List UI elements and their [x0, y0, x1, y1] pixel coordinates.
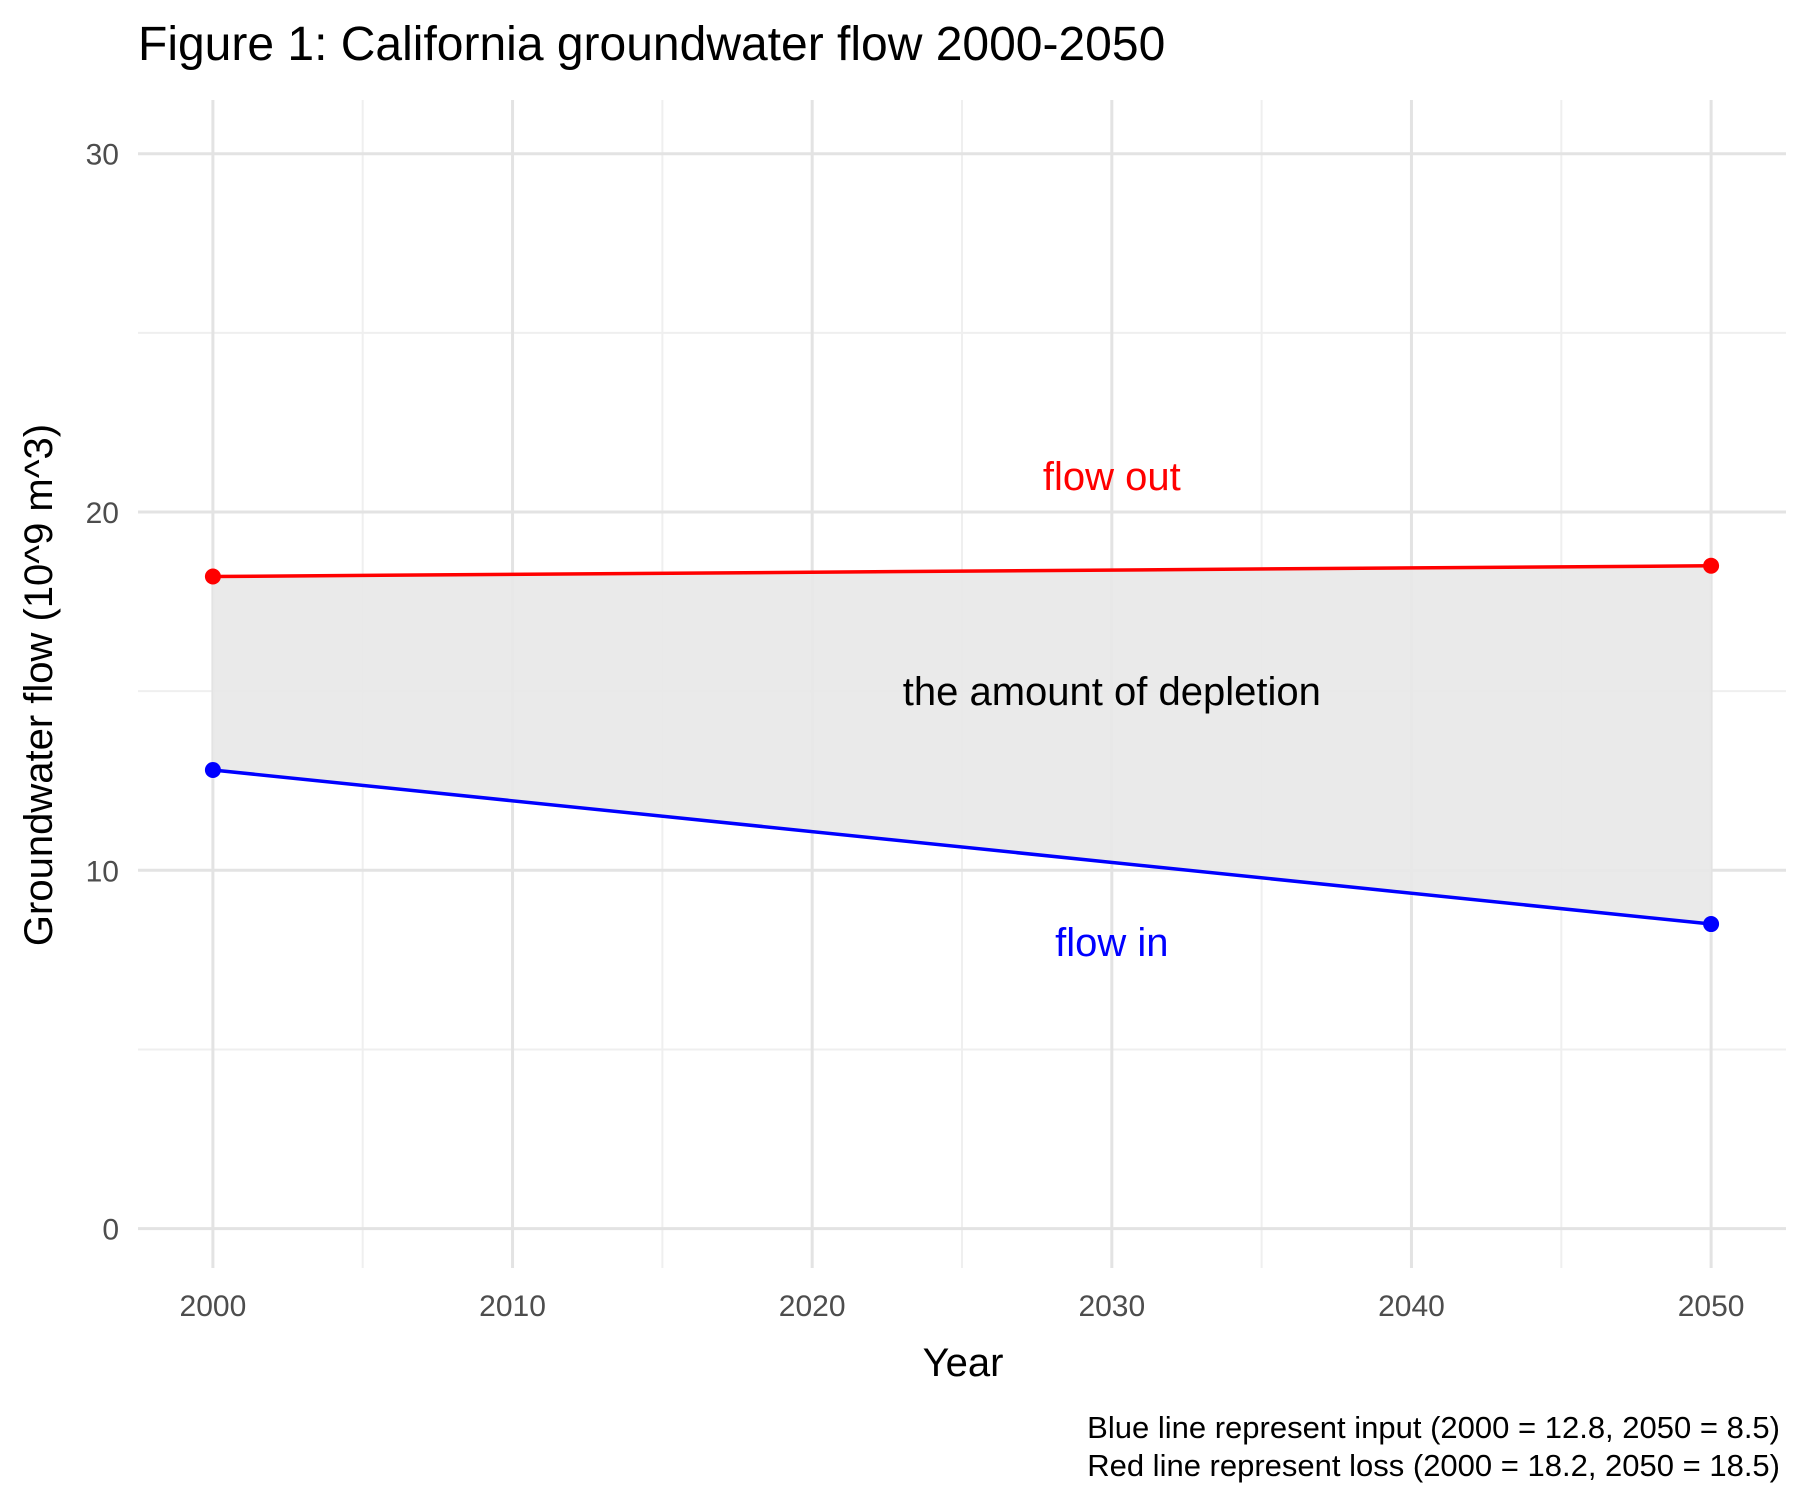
x-tick-label: 2000: [180, 1290, 247, 1323]
chart-title: Figure 1: California groundwater flow 20…: [138, 18, 1165, 71]
x-tick-label: 2050: [1678, 1290, 1745, 1323]
flow-in-line: [212, 768, 1712, 926]
y-tick-label: 10: [86, 855, 119, 888]
flow-in-point: [204, 761, 221, 778]
x-tick-label: 2030: [1078, 1290, 1145, 1323]
annotations: flow out the amount of depletion flow in: [903, 455, 1321, 965]
flow-out-point: [204, 568, 221, 585]
x-axis-tick-labels: 2000 2010 2020 2030 2040 2050: [180, 1290, 1745, 1323]
y-tick-label: 30: [86, 139, 119, 172]
flow-out-point: [1703, 557, 1720, 574]
depletion-label: the amount of depletion: [903, 670, 1321, 714]
x-tick-label: 2040: [1378, 1290, 1445, 1323]
x-tick-label: 2010: [479, 1290, 546, 1323]
depletion-area: [212, 565, 1712, 925]
caption-line-input: Blue line represent input (2000 = 12.8, …: [1087, 1410, 1780, 1445]
caption-line-loss: Red line represent loss (2000 = 18.2, 20…: [1087, 1448, 1780, 1483]
y-tick-label: 0: [102, 1214, 119, 1247]
x-axis-title: Year: [923, 1341, 1004, 1385]
flow-in-point: [1703, 916, 1720, 933]
y-tick-label: 20: [86, 497, 119, 530]
x-tick-label: 2020: [779, 1290, 846, 1323]
flow-in-label: flow in: [1055, 921, 1168, 965]
series-lines: [212, 564, 1712, 926]
flow-out-label: flow out: [1043, 455, 1181, 499]
flow-out-line: [212, 564, 1712, 579]
y-axis-tick-labels: 0 10 20 30: [86, 139, 119, 1247]
y-axis-title: Groundwater flow (10^9 m^3): [17, 424, 61, 946]
depletion-ribbon: [212, 565, 1712, 925]
data-points: [204, 557, 1720, 933]
